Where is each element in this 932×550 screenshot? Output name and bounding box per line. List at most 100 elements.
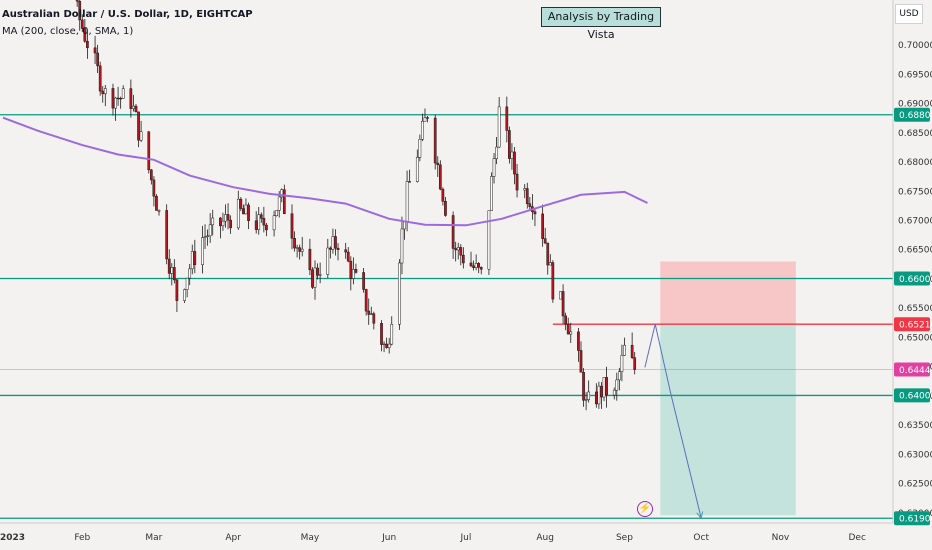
price-level-tag[interactable] [894, 317, 930, 332]
price-axis[interactable]: 0.70000 0.69500 0.69000 0.68500 0.68000 0.675… [892, 0, 932, 550]
candle [528, 197, 532, 210]
candle [262, 206, 266, 233]
price-tick-label: 0.65500 [898, 304, 932, 314]
candle [86, 31, 89, 59]
candle [566, 317, 570, 335]
candle [147, 131, 151, 174]
candle [293, 231, 296, 252]
time-tick-label: Nov [772, 533, 790, 543]
price-tick-label: 0.67500 [898, 187, 932, 197]
candle [618, 367, 621, 391]
candle [155, 194, 158, 211]
candle [533, 208, 537, 227]
candle [157, 209, 161, 216]
candle [224, 204, 227, 228]
candle [577, 327, 580, 362]
position-zones[interactable] [660, 261, 796, 516]
candle [316, 263, 319, 280]
time-tick-label: Feb [74, 533, 90, 543]
candle [257, 207, 261, 235]
candle [630, 332, 634, 360]
price-level-tag[interactable] [894, 388, 930, 403]
stop-loss-zone[interactable] [660, 261, 796, 325]
price-level-tag-label: 0.64443 [899, 366, 932, 376]
candle [295, 244, 299, 258]
candle [597, 381, 601, 409]
time-axis[interactable]: 2023 Feb Mar Apr May Jun Jul Aug Sep Oct Nov Dec [0, 522, 893, 550]
candle [239, 197, 243, 212]
price-tick-label: 0.67000 [898, 216, 932, 226]
candlesticks [75, 0, 637, 411]
candle [282, 184, 286, 215]
candle [247, 202, 250, 230]
candle [129, 79, 133, 118]
projection-line[interactable] [644, 323, 702, 519]
indicator-legend[interactable]: MA (200, close, 0, SMA, 1) [2, 26, 134, 37]
candle [382, 341, 386, 353]
candle [438, 160, 442, 191]
symbol-title[interactable]: Australian Dollar / U.S. Dollar, 1D, EIG… [2, 9, 253, 20]
candle [364, 288, 368, 316]
candle [93, 35, 97, 65]
candle [559, 291, 562, 300]
candle [190, 244, 194, 275]
candle [390, 316, 394, 346]
candle [313, 260, 317, 300]
candle [423, 108, 427, 122]
candle [139, 120, 143, 143]
price-level-tag[interactable] [894, 107, 930, 122]
candle [398, 259, 401, 330]
candle [103, 85, 107, 107]
candle [600, 382, 603, 409]
candle [515, 163, 519, 198]
currency-button[interactable]: USD [895, 4, 923, 24]
candle [354, 263, 358, 274]
take-profit-zone[interactable] [660, 324, 796, 516]
projection-path[interactable] [644, 323, 704, 520]
price-tick-label: 0.63000 [898, 450, 932, 460]
candle [400, 216, 404, 275]
candle [569, 322, 573, 344]
candle [633, 351, 637, 375]
candle [326, 238, 330, 279]
candle [173, 259, 176, 284]
candle [497, 97, 501, 149]
candle [78, 0, 82, 31]
candle [331, 228, 335, 254]
candle [101, 86, 105, 103]
candle [272, 210, 276, 237]
candle [492, 152, 496, 184]
price-tick-label: 0.68000 [898, 158, 932, 168]
candle [96, 44, 99, 73]
lightning-bolt-icon[interactable]: ⚡ [637, 501, 653, 517]
candle [349, 256, 353, 291]
horizontal-levels[interactable] [0, 114, 893, 519]
price-level-tag[interactable] [894, 271, 930, 286]
candle [311, 267, 314, 290]
candle [508, 126, 511, 164]
ma200-line [2, 116, 648, 227]
price-tick-label: 0.63500 [898, 421, 932, 431]
candle [221, 212, 225, 231]
candle [175, 278, 179, 312]
price-level-tag[interactable] [894, 362, 930, 377]
candle [456, 242, 460, 260]
candle [75, 0, 79, 7]
candle [561, 284, 565, 324]
candle [329, 246, 332, 259]
price-tick-label: 0.68500 [898, 129, 932, 139]
candle [543, 227, 547, 245]
candle [362, 268, 365, 293]
candle [615, 372, 619, 401]
time-tick-label: Apr [225, 533, 241, 543]
candle [594, 383, 598, 408]
price-tick-label: 0.70000 [898, 41, 932, 51]
time-tick-label: May [301, 533, 320, 543]
time-tick-label: Mar [145, 533, 162, 543]
candle [372, 311, 376, 330]
price-level-tag[interactable] [894, 511, 930, 526]
candle [579, 341, 583, 373]
